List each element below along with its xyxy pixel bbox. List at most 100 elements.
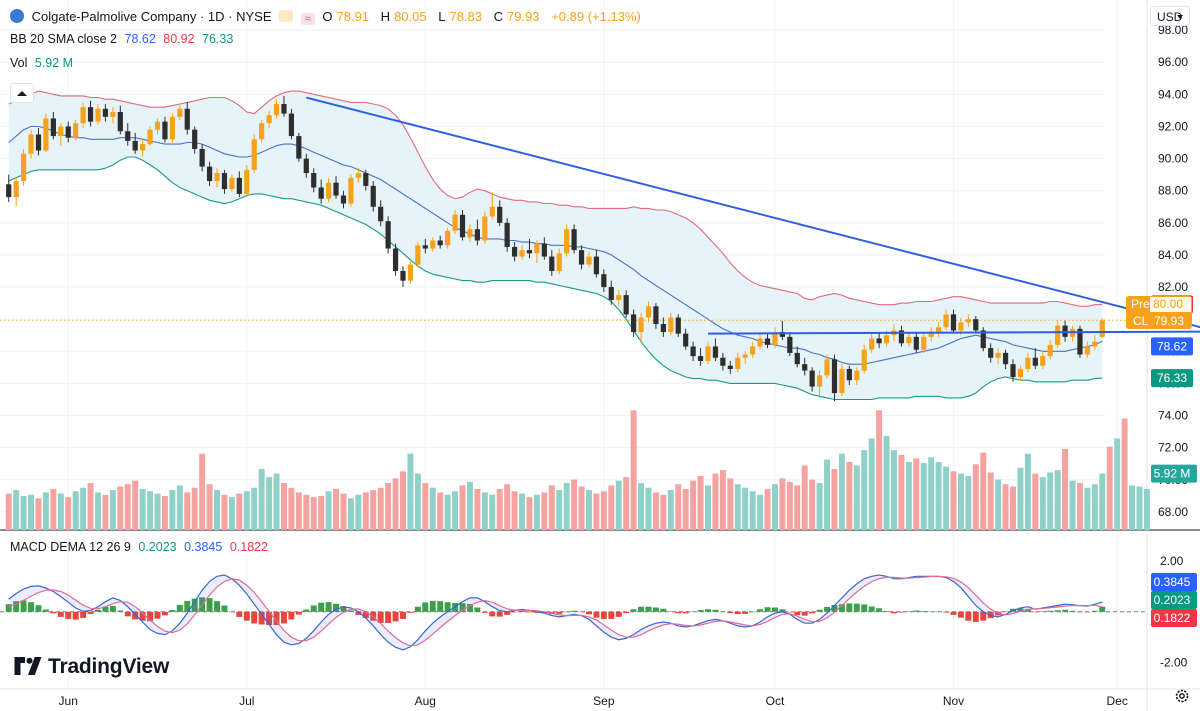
candle-body (742, 354, 748, 358)
volume-bar (147, 491, 154, 530)
candle-body (162, 121, 168, 140)
currency-select[interactable]: USD (1150, 6, 1190, 26)
candle-body (720, 357, 726, 366)
macd-hist-bar (147, 611, 154, 622)
macd-hist-bar (28, 602, 35, 612)
candle-body (311, 173, 317, 188)
time-tick-label: Jun (59, 694, 78, 708)
candle (861, 344, 867, 374)
volume-bar (295, 492, 302, 530)
candle (340, 190, 347, 209)
candle (73, 120, 79, 141)
price-tick-label: 84.00 (1158, 248, 1188, 262)
volume-bar (459, 485, 466, 530)
candle-body (988, 348, 994, 358)
volume-bar (972, 464, 979, 530)
candle (378, 200, 384, 227)
macd-legend[interactable]: MACD DEMA 12 26 9 0.2023 0.3845 0.1822 (10, 540, 272, 554)
lower-band-badge-text: 76.33 (1157, 371, 1187, 385)
candle (965, 314, 971, 328)
collapse-legend-button[interactable] (10, 83, 34, 103)
macd-hist-bar (385, 611, 392, 623)
macd-hist-bar (191, 598, 198, 612)
time-tick-label: Aug (415, 694, 436, 708)
candle-body (489, 206, 495, 217)
volume-bar (266, 477, 273, 530)
volume-bar (303, 494, 310, 530)
macd-hist-bar (779, 609, 786, 612)
candle-body (564, 229, 570, 254)
candle-body (132, 140, 138, 151)
candle-body (898, 330, 905, 344)
macd-hist-bar (600, 611, 607, 619)
macd-hist-bar (362, 611, 369, 619)
candle-body (1077, 328, 1083, 355)
macd-hist-bar (972, 611, 979, 622)
candle-body (303, 158, 309, 174)
brand-name: TradingView (48, 655, 170, 678)
candle-body (288, 113, 295, 137)
macd-hist-bar (481, 611, 488, 613)
candle-body (326, 182, 332, 199)
candle-body (407, 264, 414, 281)
symbol-title[interactable]: Colgate-Palmolive Company · 1D · NYSE (31, 9, 272, 24)
macd-hist-bar (87, 611, 94, 615)
volume-legend[interactable]: Vol 5.92 M (10, 56, 77, 70)
gear-icon[interactable] (1174, 688, 1190, 704)
candle (273, 99, 280, 119)
candle (712, 338, 719, 361)
candle (355, 168, 361, 183)
volume-bar (124, 484, 131, 530)
candle (980, 327, 986, 352)
candle (303, 153, 309, 178)
candle (1077, 325, 1083, 358)
candle-body (668, 317, 674, 333)
volume-bar (645, 487, 652, 530)
candle-body (764, 338, 771, 345)
bb-legend[interactable]: BB 20 SMA close 2 78.62 80.92 76.33 (10, 32, 237, 46)
candle-body (73, 123, 79, 138)
candle (415, 242, 421, 268)
macd-line-value: 0.3845 (184, 540, 223, 554)
macd-hist-bar (1017, 608, 1024, 612)
volume-bar (1099, 473, 1106, 530)
wave-icon: ≈ (300, 13, 315, 25)
volume-bar (132, 480, 139, 530)
volume-bar (853, 465, 860, 530)
volume-bar (965, 476, 972, 530)
macd-hist-bar (117, 610, 124, 612)
candle (43, 113, 49, 153)
macd-hist-bar (422, 602, 429, 612)
tradingview-logo[interactable]: TradingView (14, 655, 169, 679)
candle (593, 250, 600, 278)
candle (653, 303, 659, 329)
macd-hist-bar (35, 605, 42, 612)
macd-hist-bar (675, 611, 682, 614)
volume-bar (541, 492, 548, 530)
macd-hist-bar (801, 611, 808, 616)
candle-body (80, 107, 86, 124)
volume-bar (838, 453, 845, 530)
volume-bar (385, 483, 392, 530)
candle-body (675, 317, 681, 334)
macd-hist-bar (586, 611, 592, 615)
volume-bar (667, 490, 674, 530)
volume-bar (764, 488, 771, 530)
candle-body (973, 319, 979, 331)
candle (20, 148, 27, 186)
macd-hist-bar (124, 611, 131, 617)
candle-body (281, 103, 287, 114)
macd-hist-bar (526, 611, 533, 613)
volume-bar (556, 490, 563, 530)
close-value: 79.93 (507, 9, 540, 24)
time-tick-label: Nov (943, 694, 964, 708)
candle-body (459, 214, 466, 238)
volume-bar (898, 454, 905, 530)
candle-body (392, 248, 399, 271)
candle-body (1025, 357, 1031, 369)
candle-body (616, 295, 622, 300)
macd-hist-bar (935, 611, 942, 613)
volume-bar (1121, 418, 1128, 530)
candle-body (378, 206, 384, 222)
